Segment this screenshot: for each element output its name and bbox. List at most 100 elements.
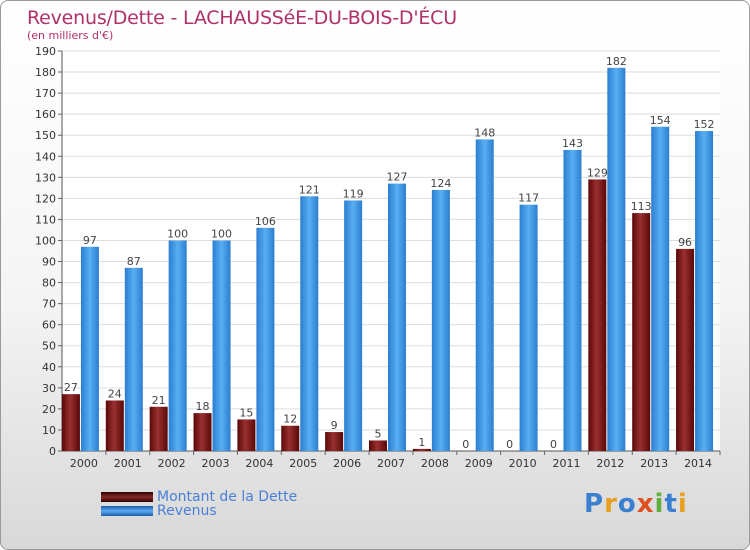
data-label-dette: 21 <box>152 394 166 407</box>
y-tick-label: 30 <box>42 382 56 395</box>
x-tick-label: 2006 <box>333 457 361 470</box>
y-tick-label: 120 <box>35 192 56 205</box>
x-tick-label: 2014 <box>684 457 712 470</box>
y-tick-label: 100 <box>35 234 56 247</box>
data-label-dette: 0 <box>550 438 557 451</box>
y-tick-label: 0 <box>49 445 56 458</box>
bar-revenus <box>519 204 538 451</box>
x-tick-label: 2000 <box>70 457 98 470</box>
data-label-revenus: 100 <box>211 227 232 240</box>
x-tick-label: 2012 <box>596 457 624 470</box>
bar-revenus <box>80 246 99 451</box>
x-tick-label: 2002 <box>158 457 186 470</box>
x-tick-label: 2013 <box>640 457 668 470</box>
data-label-dette: 1 <box>418 436 425 449</box>
y-tick-label: 190 <box>35 45 56 58</box>
data-label-dette: 96 <box>678 236 692 249</box>
bar-revenus <box>300 196 319 451</box>
y-tick-label: 90 <box>42 256 56 269</box>
proxiti-logo: Proxiti <box>584 489 688 519</box>
data-label-revenus: 117 <box>518 192 539 205</box>
bar-dette <box>149 406 168 451</box>
data-label-dette: 113 <box>631 200 652 213</box>
bar-dette <box>412 448 431 451</box>
y-tick-label: 50 <box>42 340 56 353</box>
bar-dette <box>281 425 300 451</box>
legend-swatch-dette <box>101 492 153 502</box>
bar-dette <box>193 413 212 451</box>
legend-label-revenus: Revenus <box>157 503 217 519</box>
x-tick-label: 2008 <box>421 457 449 470</box>
data-label-revenus: 100 <box>167 227 188 240</box>
data-label-dette: 18 <box>196 400 210 413</box>
bar-revenus <box>344 200 363 451</box>
bar-dette <box>632 213 651 451</box>
chart-title: Revenus/Dette - LACHAUSSéE-DU-BOIS-D'ÉCU <box>27 7 457 29</box>
data-label-revenus: 124 <box>430 177 451 190</box>
x-tick-label: 2003 <box>202 457 230 470</box>
data-label-dette: 27 <box>64 381 78 394</box>
data-label-revenus: 97 <box>83 234 97 247</box>
bar-dette <box>61 394 80 451</box>
bar-revenus <box>388 183 406 451</box>
data-label-revenus: 182 <box>606 55 627 68</box>
data-label-revenus: 87 <box>127 255 141 268</box>
x-tick-label: 2005 <box>289 457 317 470</box>
y-tick-label: 80 <box>42 277 56 290</box>
y-tick-label: 160 <box>35 108 56 121</box>
bar-dette <box>325 432 344 451</box>
x-tick-label: 2001 <box>114 457 142 470</box>
y-tick-label: 150 <box>35 129 56 142</box>
bar-revenus <box>168 240 187 451</box>
chart-subtitle: (en milliers d'€) <box>27 29 114 42</box>
data-label-revenus: 121 <box>299 183 320 196</box>
x-tick-label: 2009 <box>465 457 493 470</box>
data-label-dette: 24 <box>108 387 122 400</box>
data-label-dette: 15 <box>239 406 253 419</box>
legend-label-dette: Montant de la Dette <box>157 489 298 505</box>
data-label-dette: 0 <box>462 438 469 451</box>
bar-dette <box>676 248 695 451</box>
data-label-dette: 9 <box>331 419 338 432</box>
bar-revenus <box>651 126 670 451</box>
bar-revenus <box>256 227 275 451</box>
bar-dette <box>105 400 124 451</box>
legend-item-revenus: Revenus <box>101 503 217 519</box>
y-tick-label: 110 <box>35 213 56 226</box>
data-label-revenus: 127 <box>387 171 408 184</box>
data-label-revenus: 148 <box>474 126 495 139</box>
y-tick-label: 10 <box>42 424 56 437</box>
data-label-dette: 129 <box>587 166 608 179</box>
y-tick-label: 140 <box>35 150 56 163</box>
legend-item-dette: Montant de la Dette <box>101 489 297 505</box>
bar-revenus <box>563 149 582 451</box>
data-label-dette: 0 <box>506 438 513 451</box>
y-tick-label: 60 <box>42 319 56 332</box>
y-tick-label: 130 <box>35 171 56 184</box>
data-label-revenus: 106 <box>255 215 276 228</box>
data-label-dette: 12 <box>283 413 297 426</box>
data-label-revenus: 154 <box>650 114 671 127</box>
data-label-revenus: 152 <box>694 118 715 131</box>
bar-revenus <box>212 240 231 451</box>
x-tick-label: 2007 <box>377 457 405 470</box>
bar-dette <box>588 179 607 451</box>
bar-revenus <box>695 131 714 451</box>
y-tick-label: 170 <box>35 87 56 100</box>
y-tick-label: 180 <box>35 66 56 79</box>
data-label-dette: 5 <box>375 427 382 440</box>
bar-dette <box>237 419 256 451</box>
y-tick-label: 40 <box>42 361 56 374</box>
data-label-revenus: 119 <box>343 187 364 200</box>
bar-revenus <box>431 189 450 451</box>
x-tick-label: 2004 <box>245 457 273 470</box>
y-tick-label: 70 <box>42 298 56 311</box>
bar-revenus <box>607 67 626 451</box>
x-tick-label: 2010 <box>509 457 537 470</box>
bar-revenus <box>475 139 494 451</box>
data-label-revenus: 143 <box>562 137 583 150</box>
legend-swatch-revenus <box>101 506 153 516</box>
bar-dette <box>369 440 387 451</box>
